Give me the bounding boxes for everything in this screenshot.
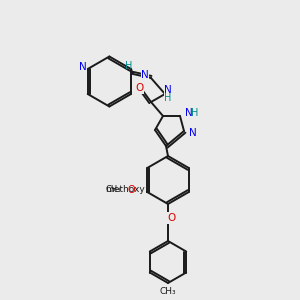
Text: CH₃: CH₃ <box>106 185 121 194</box>
Text: O: O <box>167 213 175 223</box>
Text: H: H <box>191 108 199 118</box>
Text: methoxy: methoxy <box>105 185 145 194</box>
Text: N: N <box>141 70 149 80</box>
Text: H: H <box>164 93 172 103</box>
Text: O: O <box>128 185 135 195</box>
Text: N: N <box>185 108 193 118</box>
Text: O: O <box>135 83 143 93</box>
Text: N: N <box>79 62 87 72</box>
Text: H: H <box>125 61 133 71</box>
Text: N: N <box>189 128 197 138</box>
Text: CH₃: CH₃ <box>160 287 176 296</box>
Text: N: N <box>164 85 172 95</box>
